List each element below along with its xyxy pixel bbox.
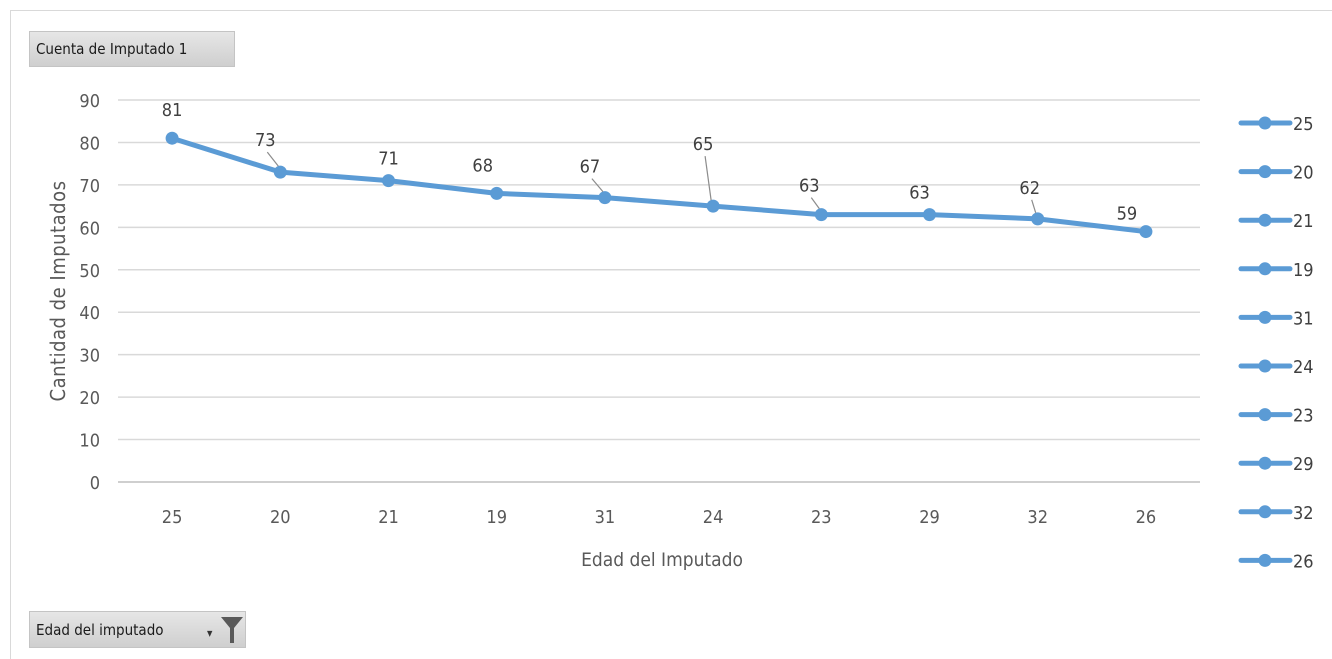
filter-icon[interactable] bbox=[220, 615, 244, 645]
data-label: 68 bbox=[472, 155, 493, 176]
data-point[interactable] bbox=[490, 186, 504, 200]
value-field-label: Cuenta de Imputado 1 bbox=[36, 40, 188, 58]
data-point[interactable] bbox=[165, 131, 179, 145]
y-tick-label: 20 bbox=[79, 388, 100, 409]
y-tick-label: 70 bbox=[79, 176, 100, 197]
legend-item[interactable]: 24 bbox=[1238, 357, 1314, 378]
legend-label: 26 bbox=[1293, 551, 1314, 572]
data-label: 73 bbox=[255, 130, 276, 151]
legend-item[interactable]: 25 bbox=[1238, 114, 1314, 135]
legend-label: 25 bbox=[1293, 114, 1314, 135]
data-point[interactable] bbox=[273, 165, 287, 179]
y-axis-ticks: 0 10 20 30 40 50 60 70 80 90 bbox=[79, 91, 100, 494]
data-label: 62 bbox=[1019, 178, 1040, 199]
x-tick-label: 26 bbox=[1136, 507, 1157, 528]
data-point[interactable] bbox=[923, 208, 936, 222]
x-tick-label: 23 bbox=[811, 507, 832, 528]
data-point[interactable] bbox=[598, 191, 612, 205]
data-label: 65 bbox=[693, 134, 714, 155]
leader-line bbox=[810, 197, 820, 209]
legend-label: 24 bbox=[1293, 357, 1314, 378]
legend-marker-icon bbox=[1258, 262, 1272, 276]
legend-label: 23 bbox=[1293, 406, 1314, 427]
x-tick-label: 29 bbox=[919, 507, 940, 528]
y-tick-label: 60 bbox=[79, 218, 100, 239]
y-tick-label: 40 bbox=[79, 303, 100, 324]
x-tick-label: 24 bbox=[703, 507, 724, 528]
legend-label: 21 bbox=[1293, 211, 1314, 232]
x-tick-label: 20 bbox=[270, 507, 291, 528]
legend-item[interactable]: 26 bbox=[1238, 551, 1314, 572]
series-line-group bbox=[169, 135, 1149, 235]
legend-label: 29 bbox=[1293, 454, 1314, 475]
legend-marker-icon bbox=[1258, 359, 1272, 373]
leader-line bbox=[266, 151, 279, 167]
data-label: 71 bbox=[378, 149, 399, 170]
data-label: 59 bbox=[1117, 204, 1138, 225]
y-tick-label: 30 bbox=[79, 346, 100, 367]
legend-item[interactable]: 29 bbox=[1238, 454, 1314, 475]
legend-label: 20 bbox=[1293, 163, 1314, 184]
data-label: 63 bbox=[799, 176, 820, 197]
legend-item[interactable]: 23 bbox=[1238, 406, 1314, 427]
data-point[interactable] bbox=[382, 174, 395, 188]
x-tick-label: 32 bbox=[1027, 507, 1048, 528]
data-label: 63 bbox=[909, 183, 930, 204]
legend-marker-icon bbox=[1258, 310, 1272, 324]
legend-label: 19 bbox=[1293, 260, 1314, 281]
leader-line bbox=[591, 178, 604, 193]
x-axis-title: Edad del Imputado bbox=[581, 549, 743, 571]
dropdown-arrow-icon[interactable]: ▾ bbox=[207, 626, 213, 640]
data-point[interactable] bbox=[706, 199, 720, 213]
x-tick-label: 21 bbox=[378, 507, 399, 528]
axis-field-button[interactable]: Edad del imputado ▾ bbox=[29, 611, 246, 648]
legend: 25 20 21 19 31 24 23 29 32 26 bbox=[1238, 114, 1314, 572]
data-points bbox=[165, 131, 1153, 239]
x-tick-label: 31 bbox=[595, 507, 616, 528]
y-tick-label: 10 bbox=[79, 431, 100, 452]
legend-marker-icon bbox=[1258, 213, 1272, 227]
x-tick-label: 19 bbox=[486, 507, 507, 528]
series-line bbox=[169, 135, 1149, 235]
data-label: 81 bbox=[162, 100, 183, 121]
legend-label: 32 bbox=[1293, 503, 1314, 524]
leader-line bbox=[704, 156, 712, 201]
data-point[interactable] bbox=[1139, 225, 1153, 239]
x-axis-ticks: 25 20 21 19 31 24 23 29 32 26 bbox=[162, 507, 1156, 528]
legend-item[interactable]: 21 bbox=[1238, 211, 1314, 232]
legend-label: 31 bbox=[1293, 308, 1314, 329]
y-tick-label: 50 bbox=[79, 261, 100, 282]
data-label: 67 bbox=[580, 157, 601, 178]
legend-marker-icon bbox=[1258, 505, 1272, 519]
legend-marker-icon bbox=[1258, 116, 1272, 130]
legend-item[interactable]: 31 bbox=[1238, 308, 1314, 329]
data-point[interactable] bbox=[814, 208, 828, 222]
y-axis-title: Cantidad de Imputados bbox=[46, 181, 70, 402]
legend-marker-icon bbox=[1258, 456, 1272, 470]
data-point[interactable] bbox=[1031, 212, 1045, 226]
y-tick-label: 0 bbox=[90, 473, 100, 494]
value-field-button[interactable]: Cuenta de Imputado 1 bbox=[29, 31, 235, 67]
legend-marker-icon bbox=[1258, 408, 1272, 422]
leader-line bbox=[1031, 199, 1037, 214]
axis-field-label: Edad del imputado bbox=[36, 620, 164, 639]
legend-item[interactable]: 20 bbox=[1238, 163, 1314, 184]
legend-item[interactable]: 19 bbox=[1238, 260, 1314, 281]
x-tick-label: 25 bbox=[162, 507, 183, 528]
legend-marker-icon bbox=[1258, 553, 1272, 567]
chart-frame bbox=[10, 10, 1332, 659]
legend-marker-icon bbox=[1258, 165, 1272, 179]
gridlines bbox=[118, 99, 1200, 483]
y-tick-label: 80 bbox=[79, 133, 100, 154]
legend-item[interactable]: 32 bbox=[1238, 503, 1314, 524]
data-labels: 81 73 71 68 67 65 63 63 62 59 bbox=[162, 100, 1137, 224]
y-tick-label: 90 bbox=[79, 91, 100, 112]
